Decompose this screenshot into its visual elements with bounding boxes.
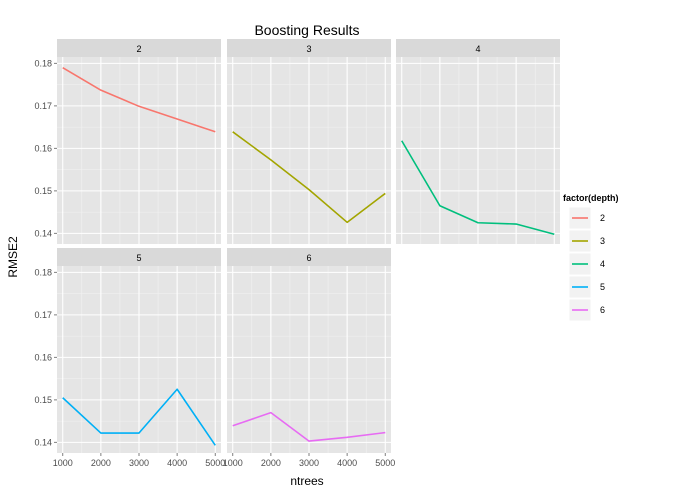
facet-strip xyxy=(227,39,391,57)
series-line-6 xyxy=(232,411,386,442)
facet-panel-6: 6 xyxy=(227,248,391,453)
series-line-5 xyxy=(62,388,216,446)
y-tick-label: 0.14 xyxy=(34,437,52,447)
x-tick-label: 3000 xyxy=(299,458,319,468)
x-tick-label: 4000 xyxy=(337,458,357,468)
legend-label: 4 xyxy=(600,259,605,269)
y-tick-label: 0.18 xyxy=(34,58,52,68)
facet-panel-2: 2 xyxy=(57,39,221,244)
series-line-4 xyxy=(401,140,555,236)
x-tick-label: 2000 xyxy=(261,458,281,468)
facet-panel-5: 5 xyxy=(57,248,221,453)
x-tick-label: 4000 xyxy=(167,458,187,468)
facet-strip-label: 2 xyxy=(136,44,141,54)
facet-strip xyxy=(57,39,221,57)
legend-item-2: 2 xyxy=(568,206,605,230)
x-axis-label: ntrees xyxy=(290,474,323,488)
x-tick-label: 2000 xyxy=(91,458,111,468)
facet-strip xyxy=(396,39,560,57)
legend-item-6: 6 xyxy=(568,298,605,322)
y-tick-label: 0.17 xyxy=(34,310,52,320)
x-tick-label: 5000 xyxy=(375,458,395,468)
y-tick-label: 0.17 xyxy=(34,101,52,111)
facet-strip xyxy=(227,248,391,266)
facet-panels: 2 3 4 5 6 xyxy=(57,39,560,453)
legend-title: factor(depth) xyxy=(563,193,619,203)
facet-strip xyxy=(57,248,221,266)
series-line-2 xyxy=(62,66,216,133)
legend: factor(depth) 2 3 4 5 6 xyxy=(563,193,619,322)
legend-item-3: 3 xyxy=(568,229,605,253)
facet-panel-4: 4 xyxy=(396,39,560,244)
x-tick-label: 1000 xyxy=(53,458,73,468)
y-tick-label: 0.15 xyxy=(34,186,52,196)
y-tick-label: 0.15 xyxy=(34,395,52,405)
facet-strip-label: 3 xyxy=(306,44,311,54)
legend-item-5: 5 xyxy=(568,275,605,299)
series-line-3 xyxy=(232,131,386,224)
x-tick-label: 3000 xyxy=(129,458,149,468)
facet-strip-label: 4 xyxy=(475,44,480,54)
y-tick-label: 0.16 xyxy=(34,143,52,153)
y-tick-label: 0.18 xyxy=(34,267,52,277)
x-tick-label: 1000 xyxy=(223,458,243,468)
legend-label: 3 xyxy=(600,236,605,246)
legend-label: 2 xyxy=(600,213,605,223)
legend-label: 6 xyxy=(600,305,605,315)
facet-strip-label: 6 xyxy=(306,253,311,263)
legend-item-4: 4 xyxy=(568,252,605,276)
y-axis: 0.14 0.15 0.16 0.17 0.18 0.14 0.15 0.16 0.17 0.18 xyxy=(34,58,57,447)
y-axis-label: RMSE2 xyxy=(6,236,20,278)
chart-title: Boosting Results xyxy=(254,22,359,38)
y-tick-label: 0.16 xyxy=(34,352,52,362)
y-tick-label: 0.14 xyxy=(34,228,52,238)
facet-strip-label: 5 xyxy=(136,253,141,263)
facet-panel-3: 3 xyxy=(227,39,391,244)
x-tick-label: 5000 xyxy=(205,458,225,468)
legend-label: 5 xyxy=(600,282,605,292)
